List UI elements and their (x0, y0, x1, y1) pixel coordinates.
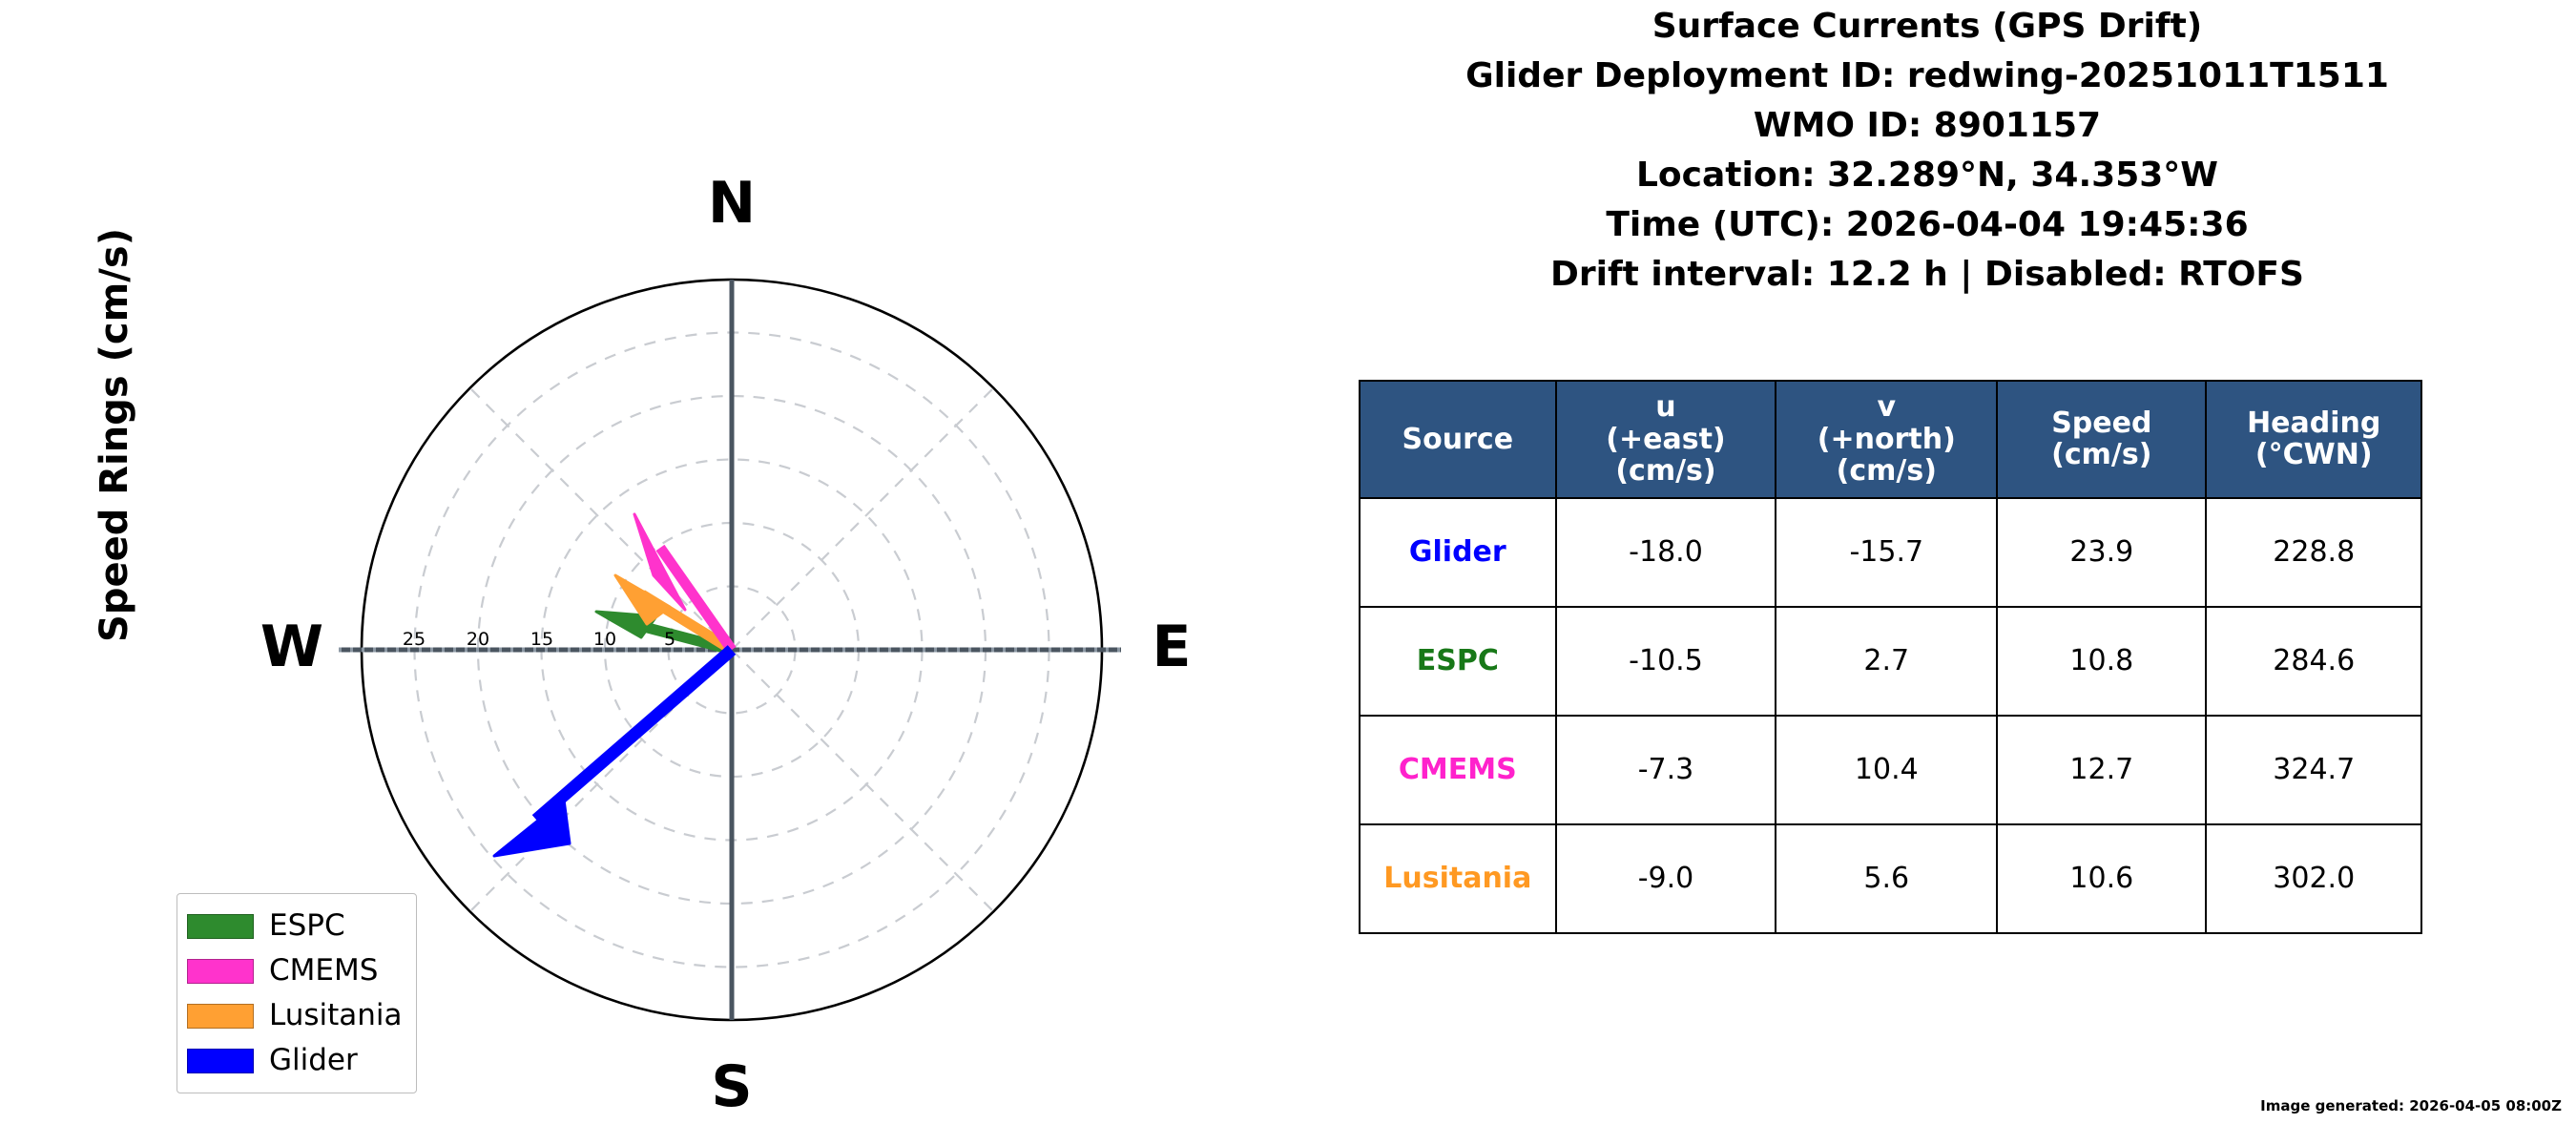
column-header-heading-l1: Heading (2247, 406, 2381, 440)
table-row: ESPC -10.5 2.7 10.8 284.6 (1359, 605, 2422, 717)
column-header-source-l1: Source (1402, 422, 1514, 456)
polar-plot-svg (339, 278, 1121, 1022)
radial-tick-20: 20 (466, 629, 490, 650)
compass-label-east: E (1152, 614, 1192, 680)
cell-source-glider: Glider (1359, 496, 1557, 608)
column-header-u-l2: (+east) (1606, 422, 1726, 456)
column-header-v-l1: v (1877, 390, 1897, 424)
radial-tick-25: 25 (402, 629, 426, 650)
cell-heading-glider: 228.8 (2205, 496, 2422, 608)
radial-tick-5: 5 (663, 629, 676, 650)
cell-u-lusitania: -9.0 (1554, 822, 1777, 934)
column-header-speed: Speed (cm/s) (1996, 380, 2208, 499)
vector-arrow-cmems (633, 512, 737, 654)
legend-swatch-espc (187, 913, 254, 939)
cell-source-espc: ESPC (1359, 605, 1557, 717)
vector-arrow-lusitania (613, 573, 735, 655)
table-row: Glider -18.0 -15.7 23.9 228.8 (1359, 496, 2422, 608)
title-line-4: Location: 32.289°N, 34.353°W (1635, 156, 2219, 195)
column-header-source: Source (1359, 380, 1557, 499)
cell-speed-cmems: 12.7 (1996, 714, 2208, 825)
table-row: CMEMS -7.3 10.4 12.7 324.7 (1359, 714, 2422, 825)
cell-u-espc: -10.5 (1554, 605, 1777, 717)
column-header-v-l2: (+north) (1817, 422, 1956, 456)
cell-heading-espc: 284.6 (2205, 605, 2422, 717)
cell-heading-lusitania: 302.0 (2205, 822, 2422, 934)
column-header-u-l3: (cm/s) (1615, 454, 1716, 489)
cell-heading-cmems: 324.7 (2205, 714, 2422, 825)
legend-label-cmems: CMEMS (269, 953, 379, 988)
legend-item-espc[interactable]: ESPC (187, 904, 403, 948)
column-header-heading-l2: (°CWN) (2254, 438, 2373, 472)
cell-source-cmems: CMEMS (1359, 714, 1557, 825)
title-line-2: Glider Deployment ID: redwing-20251011T1… (1465, 56, 2389, 95)
legend-swatch-lusitania (187, 1003, 254, 1029)
legend-swatch-cmems (187, 958, 254, 984)
cell-speed-glider: 23.9 (1996, 496, 2208, 608)
polar-legend: ESPC CMEMS Lusitania Glider (177, 893, 417, 1093)
compass-label-south: S (711, 1053, 753, 1120)
compass-label-west: W (260, 614, 324, 680)
info-panel: Surface Currents (GPS Drift) Glider Depl… (1278, 0, 2576, 1145)
title-line-6: Drift interval: 12.2 h | Disabled: RTOFS (1550, 255, 2304, 294)
legend-item-cmems[interactable]: CMEMS (187, 948, 403, 993)
cell-u-glider: -18.0 (1554, 496, 1777, 608)
cell-source-lusitania: Lusitania (1359, 822, 1557, 934)
table-row: Lusitania -9.0 5.6 10.6 302.0 (1359, 822, 2422, 934)
column-header-v: v (+north) (cm/s) (1775, 380, 1999, 499)
legend-label-lusitania: Lusitania (269, 998, 403, 1032)
cell-v-lusitania: 5.6 (1775, 822, 1999, 934)
title-line-1: Surface Currents (GPS Drift) (1652, 7, 2203, 46)
legend-item-lusitania[interactable]: Lusitania (187, 993, 403, 1038)
column-header-heading: Heading (°CWN) (2205, 380, 2422, 499)
cell-v-glider: -15.7 (1775, 496, 1999, 608)
title-line-3: WMO ID: 8901157 (1753, 106, 2102, 145)
cell-v-espc: 2.7 (1775, 605, 1999, 717)
column-header-speed-l1: Speed (2051, 406, 2152, 440)
cell-speed-lusitania: 10.6 (1996, 822, 2208, 934)
legend-item-glider[interactable]: Glider (187, 1038, 403, 1083)
radial-axis-label: Speed Rings (cm/s) (93, 228, 136, 642)
legend-swatch-glider (187, 1048, 254, 1073)
radial-tick-15: 15 (530, 629, 554, 650)
polar-plot-panel: 25 20 15 10 5 N S E W Speed Rings (cm/s)… (0, 0, 1278, 1145)
column-header-speed-l2: (cm/s) (2051, 438, 2152, 472)
image-generated-timestamp: Image generated: 2026-04-05 08:00Z (2260, 1097, 2562, 1114)
title-block: Surface Currents (GPS Drift) Glider Depl… (1278, 10, 2576, 307)
cell-speed-espc: 10.8 (1996, 605, 2208, 717)
column-header-v-l3: (cm/s) (1836, 454, 1937, 489)
cell-v-cmems: 10.4 (1775, 714, 1999, 825)
currents-table: Source u (+east) (cm/s) v (+north) (cm/s… (1359, 380, 2422, 934)
vector-arrow-glider (492, 645, 737, 858)
cell-u-cmems: -7.3 (1554, 714, 1777, 825)
legend-label-glider: Glider (269, 1043, 358, 1077)
legend-label-espc: ESPC (269, 908, 345, 943)
column-header-u: u (+east) (cm/s) (1554, 380, 1777, 499)
column-header-u-l1: u (1655, 390, 1676, 424)
compass-label-north: N (707, 170, 757, 237)
table-header-row: Source u (+east) (cm/s) v (+north) (cm/s… (1359, 380, 2422, 499)
title-line-5: Time (UTC): 2026-04-04 19:45:36 (1606, 205, 2249, 244)
radial-tick-10: 10 (592, 629, 617, 650)
